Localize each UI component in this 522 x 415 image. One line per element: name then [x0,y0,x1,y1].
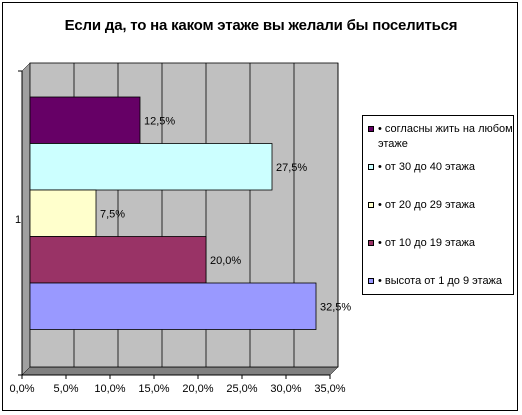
legend-item: • от 10 до 19 этажа [367,236,513,251]
x-tick-label: 15,0% [138,383,169,395]
legend-label: • от 30 до 40 этажа [378,161,475,173]
plot-floor [21,366,339,376]
x-tick-label: 20,0% [182,383,213,395]
bar [29,282,317,330]
data-label: 20,0% [210,255,241,267]
data-label: 7,5% [100,208,125,220]
x-tick-label: 10,0% [94,383,125,395]
x-tick-label: 35,0% [314,383,345,395]
legend: • согласны жить на любом этаже • от 30 до… [362,115,514,295]
plot-side-wall [21,62,31,376]
legend-swatch [368,126,374,132]
legend-item: • согласны жить на любом этаже [367,122,513,152]
legend-swatch [368,202,374,208]
legend-swatch [368,278,374,284]
data-label: 32,5% [320,301,351,313]
x-tick-label: 30,0% [270,383,301,395]
y-category-label: 1 [15,214,21,226]
bar [29,143,273,191]
legend-label: • согласны жить на любом этаже [378,123,513,150]
chart-title: Если да, то на каком этаже вы желали бы … [64,17,458,34]
legend-label: • высота от 1 до 9 этажа [378,275,503,287]
legend-swatch [368,164,374,170]
x-tick-label: 0,0% [9,383,34,395]
data-label: 12,5% [144,115,175,127]
legend-item: • высота от 1 до 9 этажа [367,274,513,289]
legend-swatch [368,240,374,246]
data-label: 27,5% [276,162,307,174]
bar [29,189,97,237]
legend-item: • от 30 до 40 этажа [367,160,513,175]
bar [29,96,141,144]
legend-item: • от 20 до 29 этажа [367,198,513,213]
bar [29,236,207,284]
legend-label: • от 10 до 19 этажа [378,237,475,249]
x-tick-label: 5,0% [53,383,78,395]
x-tick-label: 25,0% [226,383,257,395]
legend-label: • от 20 до 29 этажа [378,199,475,211]
